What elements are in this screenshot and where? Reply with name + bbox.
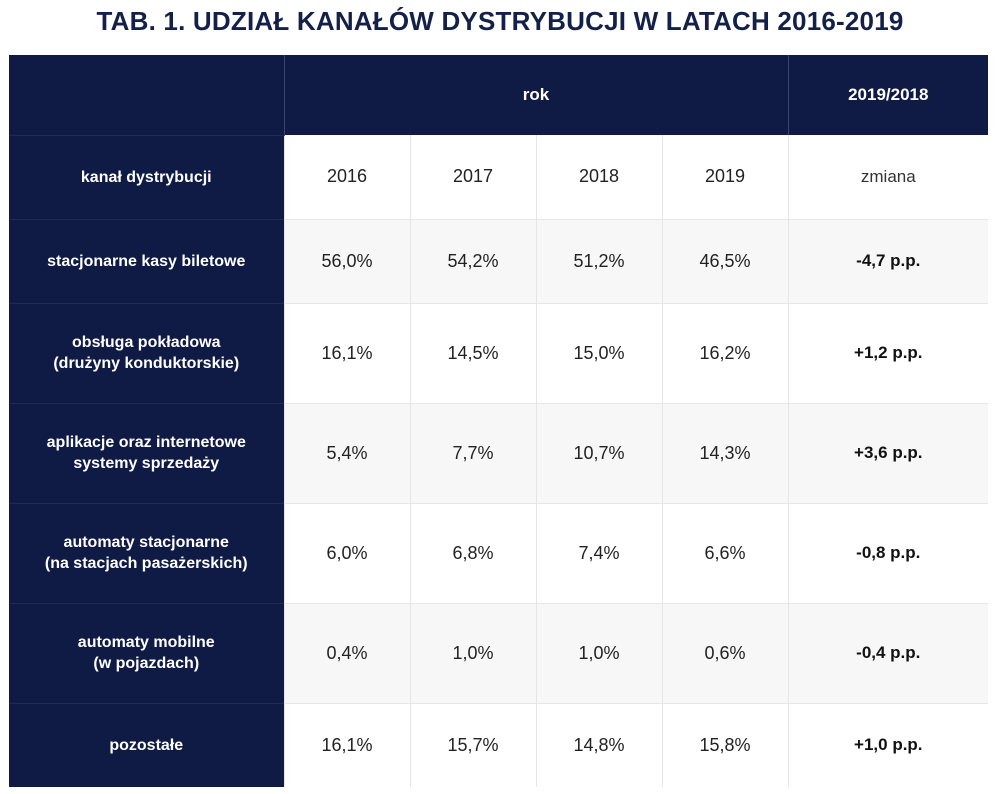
year-header: 2018 — [535, 135, 662, 219]
compare-header: 2019/2018 — [787, 55, 989, 135]
subheader-row: kanał dystrybucji 2016 2017 2018 2019 zm… — [9, 134, 989, 219]
value-cell: 1,0% — [535, 602, 662, 703]
value-cell: 14,5% — [409, 302, 536, 403]
value-cell: 54,2% — [409, 218, 536, 303]
table-row: automaty stacjonarne (na stacjach pasażer… — [9, 502, 989, 603]
value-cell: 15,0% — [535, 302, 662, 403]
table-row: obsługa pokładowa (drużyny konduktorskie)… — [9, 302, 989, 403]
row-label-line: aplikacje oraz internetowe — [46, 434, 246, 451]
row-label-line: obsługa pokładowa — [72, 334, 221, 351]
row-label-line: (w pojazdach) — [93, 655, 200, 672]
row-label-line: automaty mobilne — [77, 634, 215, 651]
value-cell: 15,8% — [661, 702, 789, 787]
value-cell: 0,6% — [661, 602, 789, 703]
row-label-line: stacjonarne kasy biletowe — [47, 252, 246, 270]
value-cell: 15,7% — [409, 702, 536, 787]
year-group-header: rok — [283, 55, 789, 135]
change-header: zmiana — [787, 135, 989, 219]
value-cell: 16,1% — [283, 702, 410, 787]
row-label: automaty stacjonarne (na stacjach pasażer… — [9, 502, 284, 603]
year-header: 2019 — [661, 135, 789, 219]
table-title: TAB. 1. UDZIAŁ KANAŁÓW DYSTRYBUCJI W LAT… — [96, 6, 904, 36]
change-cell: -0,4 p.p. — [787, 602, 989, 703]
row-label: automaty mobilne (w pojazdach) — [9, 602, 284, 703]
value-cell: 51,2% — [535, 218, 662, 303]
value-cell: 56,0% — [283, 218, 410, 303]
row-label: pozostałe — [9, 702, 284, 787]
value-cell: 6,6% — [661, 502, 789, 603]
value-cell: 0,4% — [283, 602, 410, 703]
row-label-line: (na stacjach pasażerskich) — [44, 555, 248, 572]
value-cell: 7,4% — [535, 502, 662, 603]
row-label-header: kanał dystrybucji — [9, 134, 284, 219]
row-label-line: (drużyny konduktorskie) — [53, 355, 240, 372]
row-label-line: pozostałe — [109, 736, 184, 754]
year-header: 2016 — [283, 135, 410, 219]
row-label: stacjonarne kasy biletowe — [9, 218, 284, 303]
value-cell: 14,8% — [535, 702, 662, 787]
row-label-line: automaty stacjonarne — [63, 534, 229, 551]
row-label: aplikacje oraz internetowe systemy sprzed… — [9, 402, 284, 503]
table-row: pozostałe 16,1% 15,7% 14,8% 15,8% +1,0 p.p. — [9, 702, 989, 787]
value-cell: 14,3% — [661, 402, 789, 503]
value-cell: 46,5% — [661, 218, 789, 303]
corner-cell — [9, 55, 284, 135]
row-label-line: systemy sprzedaży — [73, 455, 220, 472]
table-row: stacjonarne kasy biletowe 56,0% 54,2% 51,2%… — [9, 218, 989, 303]
value-cell: 16,2% — [661, 302, 789, 403]
row-label: obsługa pokładowa (drużyny konduktorskie) — [9, 302, 284, 403]
distribution-channels-table: rok 2019/2018 kanał dystrybucji 2016 201… — [9, 55, 989, 787]
value-cell: 5,4% — [283, 402, 410, 503]
value-cell: 10,7% — [535, 402, 662, 503]
value-cell: 7,7% — [409, 402, 536, 503]
value-cell: 1,0% — [409, 602, 536, 703]
value-cell: 6,0% — [283, 502, 410, 603]
value-cell: 6,8% — [409, 502, 536, 603]
change-cell: -4,7 p.p. — [787, 218, 989, 303]
change-cell: -0,8 p.p. — [787, 502, 989, 603]
value-cell: 16,1% — [283, 302, 410, 403]
year-header: 2017 — [409, 135, 536, 219]
table-row: aplikacje oraz internetowe systemy sprzed… — [9, 402, 989, 503]
table-row: automaty mobilne (w pojazdach) 0,4% 1,0% 1,0… — [9, 602, 989, 703]
change-cell: +1,0 p.p. — [787, 702, 989, 787]
change-cell: +1,2 p.p. — [787, 302, 989, 403]
change-cell: +3,6 p.p. — [787, 402, 989, 503]
